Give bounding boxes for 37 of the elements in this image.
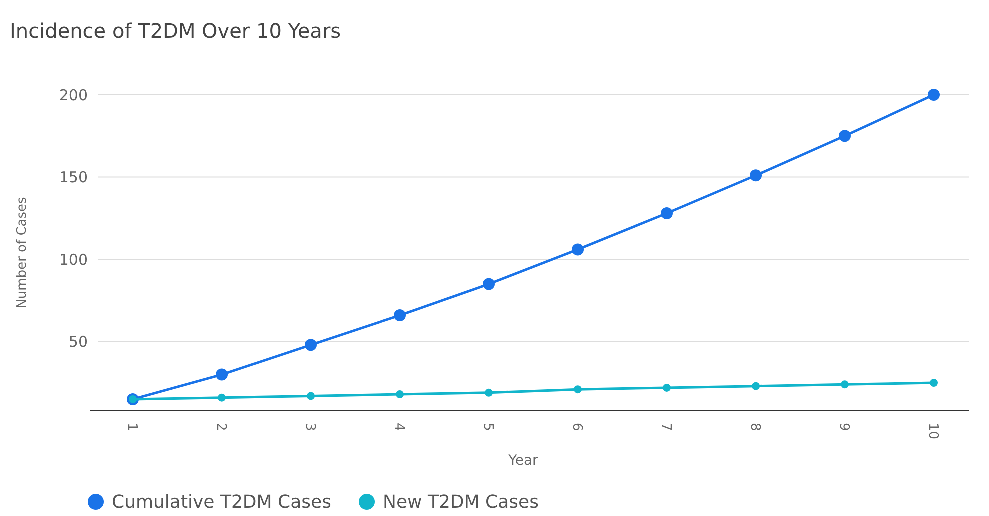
point (574, 386, 582, 394)
legend-label: Cumulative T2DM Cases (112, 492, 332, 513)
x-tick-label: 1 (124, 423, 140, 432)
x-tick-label: 4 (391, 423, 406, 432)
x-tick-label: 5 (480, 423, 496, 432)
x-tick-label: 7 (658, 423, 674, 432)
point (394, 310, 406, 322)
point (663, 384, 671, 392)
x-tick-label: 10 (925, 423, 940, 440)
x-tick-label: 2 (213, 423, 228, 432)
x-tick-label: 3 (302, 423, 318, 432)
point (216, 368, 228, 381)
point (839, 130, 851, 142)
point (218, 394, 226, 402)
y-tick-label: 100 (59, 250, 88, 269)
point (752, 382, 760, 390)
legend-label: New T2DM Cases (383, 492, 539, 513)
point (305, 339, 317, 352)
x-tick-label: 8 (747, 423, 762, 432)
point (572, 244, 584, 256)
y-tick-label: 150 (59, 168, 88, 187)
point (930, 379, 938, 388)
point (485, 388, 493, 397)
point (483, 278, 495, 290)
point (307, 392, 315, 400)
point (928, 89, 940, 101)
x-tick-label: 6 (569, 423, 584, 432)
chart-title: Incidence of T2DM Over 10 Years (10, 19, 342, 43)
point (661, 208, 673, 220)
x-axis-title: Year (508, 453, 539, 469)
point (396, 390, 404, 399)
y-tick-label: 200 (59, 86, 88, 104)
point (750, 170, 762, 182)
y-tick-label: 50 (68, 333, 88, 352)
point (841, 380, 849, 389)
x-tick-label: 9 (836, 423, 852, 432)
y-axis-title: Number of Cases (15, 196, 30, 309)
